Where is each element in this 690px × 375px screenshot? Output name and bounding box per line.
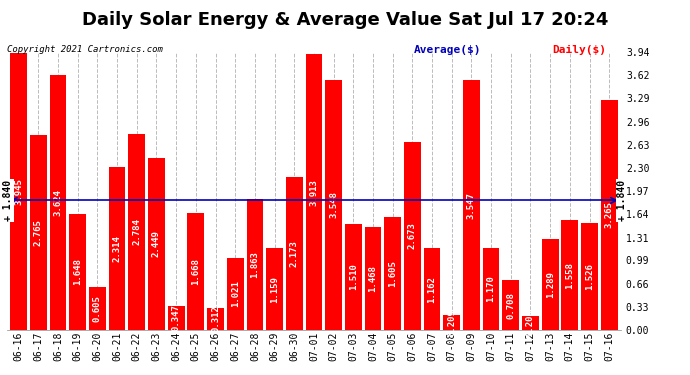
Text: 2.784: 2.784 xyxy=(132,219,141,245)
Text: Daily($): Daily($) xyxy=(552,45,606,55)
Bar xyxy=(463,80,480,330)
Bar xyxy=(188,213,204,330)
Bar xyxy=(10,52,27,330)
Bar xyxy=(30,135,47,330)
Text: 0.605: 0.605 xyxy=(93,295,102,322)
Text: 1.863: 1.863 xyxy=(250,251,259,278)
Bar xyxy=(562,220,578,330)
Text: Daily Solar Energy & Average Value Sat Jul 17 20:24: Daily Solar Energy & Average Value Sat J… xyxy=(82,11,608,29)
Text: 1.021: 1.021 xyxy=(230,280,239,308)
Text: 2.673: 2.673 xyxy=(408,222,417,249)
Text: 2.173: 2.173 xyxy=(290,240,299,267)
Bar xyxy=(483,248,500,330)
Text: Copyright 2021 Cartronics.com: Copyright 2021 Cartronics.com xyxy=(7,45,163,54)
Bar xyxy=(306,54,322,330)
Text: 3.548: 3.548 xyxy=(329,192,338,219)
Text: 1.170: 1.170 xyxy=(486,275,495,302)
Text: 2.449: 2.449 xyxy=(152,230,161,257)
Text: 0.209: 0.209 xyxy=(447,309,456,336)
Text: 3.624: 3.624 xyxy=(54,189,63,216)
Bar xyxy=(148,158,165,330)
Bar xyxy=(444,315,460,330)
Bar xyxy=(70,214,86,330)
Text: + 1.840: + 1.840 xyxy=(617,180,627,221)
Bar xyxy=(502,280,519,330)
Bar xyxy=(89,287,106,330)
Bar xyxy=(286,177,303,330)
Text: 3.913: 3.913 xyxy=(309,179,319,206)
Text: 1.510: 1.510 xyxy=(349,263,358,290)
Text: 1.668: 1.668 xyxy=(191,258,200,285)
Text: 1.159: 1.159 xyxy=(270,276,279,303)
Bar xyxy=(168,306,184,330)
Bar xyxy=(424,248,440,330)
Bar xyxy=(109,167,126,330)
Bar xyxy=(325,80,342,330)
Text: 3.265: 3.265 xyxy=(604,202,613,228)
Text: 1.526: 1.526 xyxy=(585,263,594,290)
Text: Average($): Average($) xyxy=(414,45,482,55)
Text: 0.347: 0.347 xyxy=(172,304,181,331)
Bar xyxy=(266,248,283,330)
Text: + 1.840: + 1.840 xyxy=(3,180,13,221)
Text: 0.708: 0.708 xyxy=(506,292,515,318)
Bar xyxy=(522,316,539,330)
Bar xyxy=(345,224,362,330)
Text: 0.200: 0.200 xyxy=(526,309,535,336)
Text: 3.945: 3.945 xyxy=(14,178,23,204)
Bar xyxy=(207,308,224,330)
Text: 2.314: 2.314 xyxy=(112,235,121,262)
Bar xyxy=(246,199,264,330)
Bar xyxy=(364,226,382,330)
Bar xyxy=(128,134,145,330)
Text: 1.558: 1.558 xyxy=(565,262,574,289)
Bar xyxy=(581,222,598,330)
Bar xyxy=(227,258,244,330)
Text: 2.765: 2.765 xyxy=(34,219,43,246)
Bar xyxy=(542,239,558,330)
Text: 1.605: 1.605 xyxy=(388,260,397,287)
Bar xyxy=(404,142,421,330)
Text: 1.289: 1.289 xyxy=(546,271,555,298)
Bar xyxy=(384,217,401,330)
Text: 1.648: 1.648 xyxy=(73,258,82,285)
Bar xyxy=(601,100,618,330)
Text: 0.312: 0.312 xyxy=(211,306,220,333)
Text: 1.162: 1.162 xyxy=(428,276,437,303)
Bar xyxy=(50,75,66,330)
Text: 3.547: 3.547 xyxy=(467,192,476,219)
Text: 1.468: 1.468 xyxy=(368,265,377,292)
